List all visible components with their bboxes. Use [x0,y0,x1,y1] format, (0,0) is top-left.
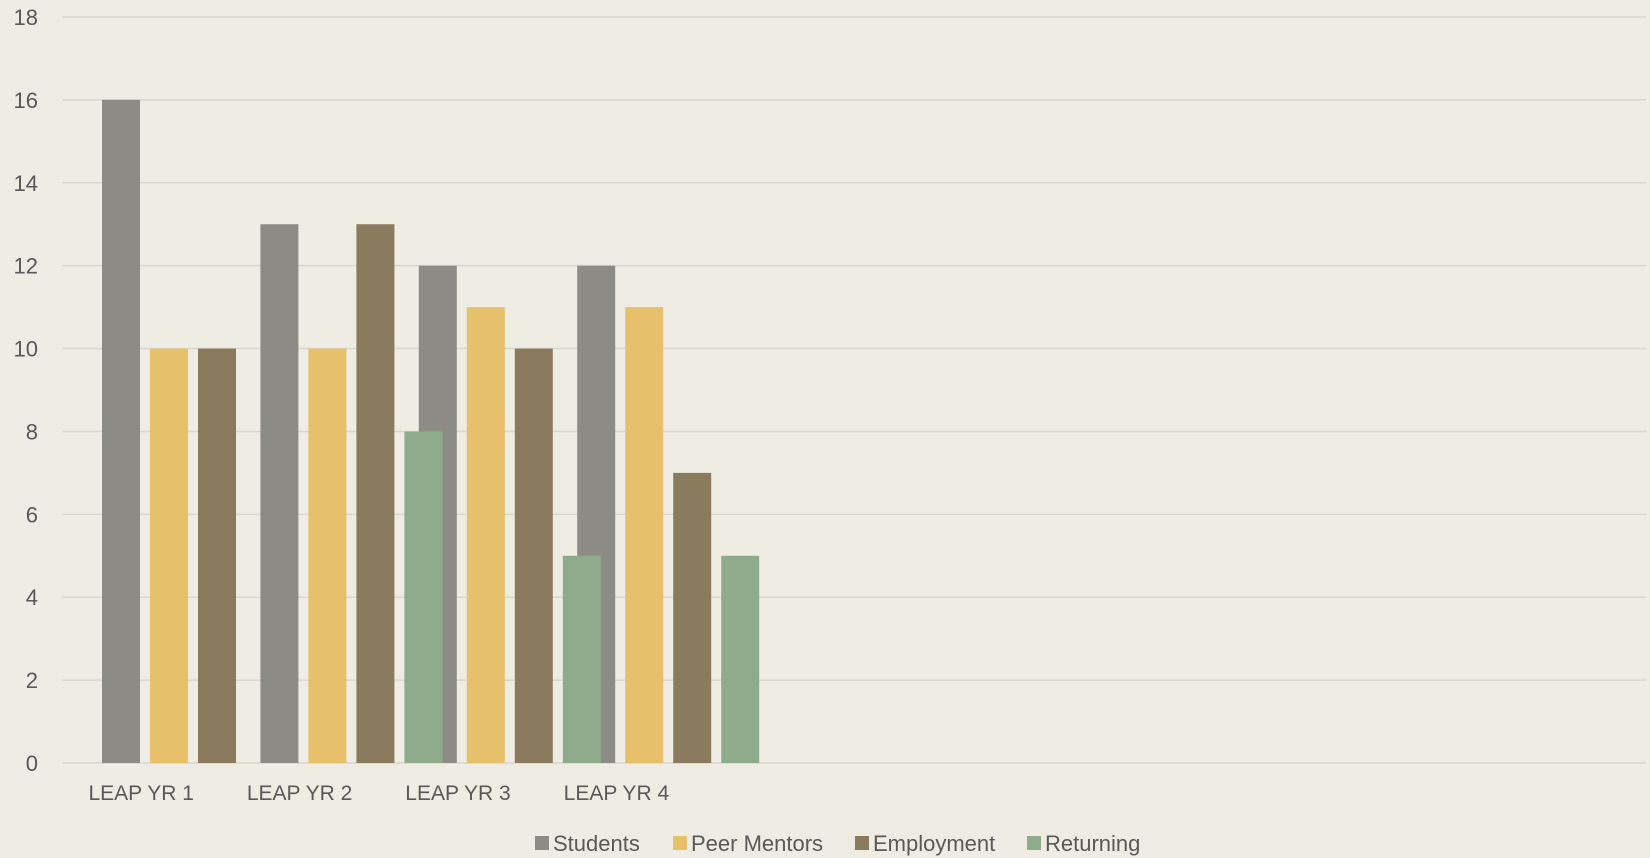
y-tick-label: 18 [14,5,38,30]
x-category-label: LEAP YR 4 [564,782,670,805]
legend-label: Students [553,831,640,856]
bar-peer-mentors [466,307,505,763]
legend-swatch [1027,836,1041,850]
bar-returning [404,431,443,763]
legend-label: Returning [1045,831,1140,856]
legend-label: Employment [873,831,995,856]
bar-employment [673,472,712,763]
y-tick-label: 14 [14,171,38,196]
axes: 0 2 4 6 8 10 12 14 16 18 LEAP YR 1 LEAP YR 2 LEAP YR… [14,5,670,805]
legend-swatch [673,836,687,850]
bar-returning [562,555,601,763]
bar-students [102,99,140,763]
x-category-label: LEAP YR 2 [247,782,352,805]
x-category-label: LEAP YR 1 [88,782,193,805]
bar-peer-mentors [625,307,664,763]
bar-peer-mentors [150,348,188,763]
y-tick-label: 4 [26,585,38,610]
y-tick-label: 16 [14,88,38,113]
legend-swatch [535,836,549,850]
y-tick-label: 8 [26,419,38,444]
legend-swatch [855,836,869,850]
bars [102,99,760,763]
bar-employment [356,224,395,763]
gridlines [62,16,1646,764]
x-category-label: LEAP YR 3 [405,782,510,805]
y-tick-label: 6 [26,502,38,527]
legend-label: Peer Mentors [691,831,823,856]
bar-employment [198,348,236,763]
bar-employment [514,348,553,763]
bar-returning [721,555,760,763]
y-tick-label: 12 [14,254,38,279]
y-tick-label: 2 [26,668,38,693]
bar-students [260,224,299,763]
y-tick-label: 0 [26,751,38,776]
legend: Students Peer Mentors Employment Returning [535,831,1140,856]
y-tick-label: 10 [14,337,38,362]
bar-peer-mentors [308,348,347,763]
